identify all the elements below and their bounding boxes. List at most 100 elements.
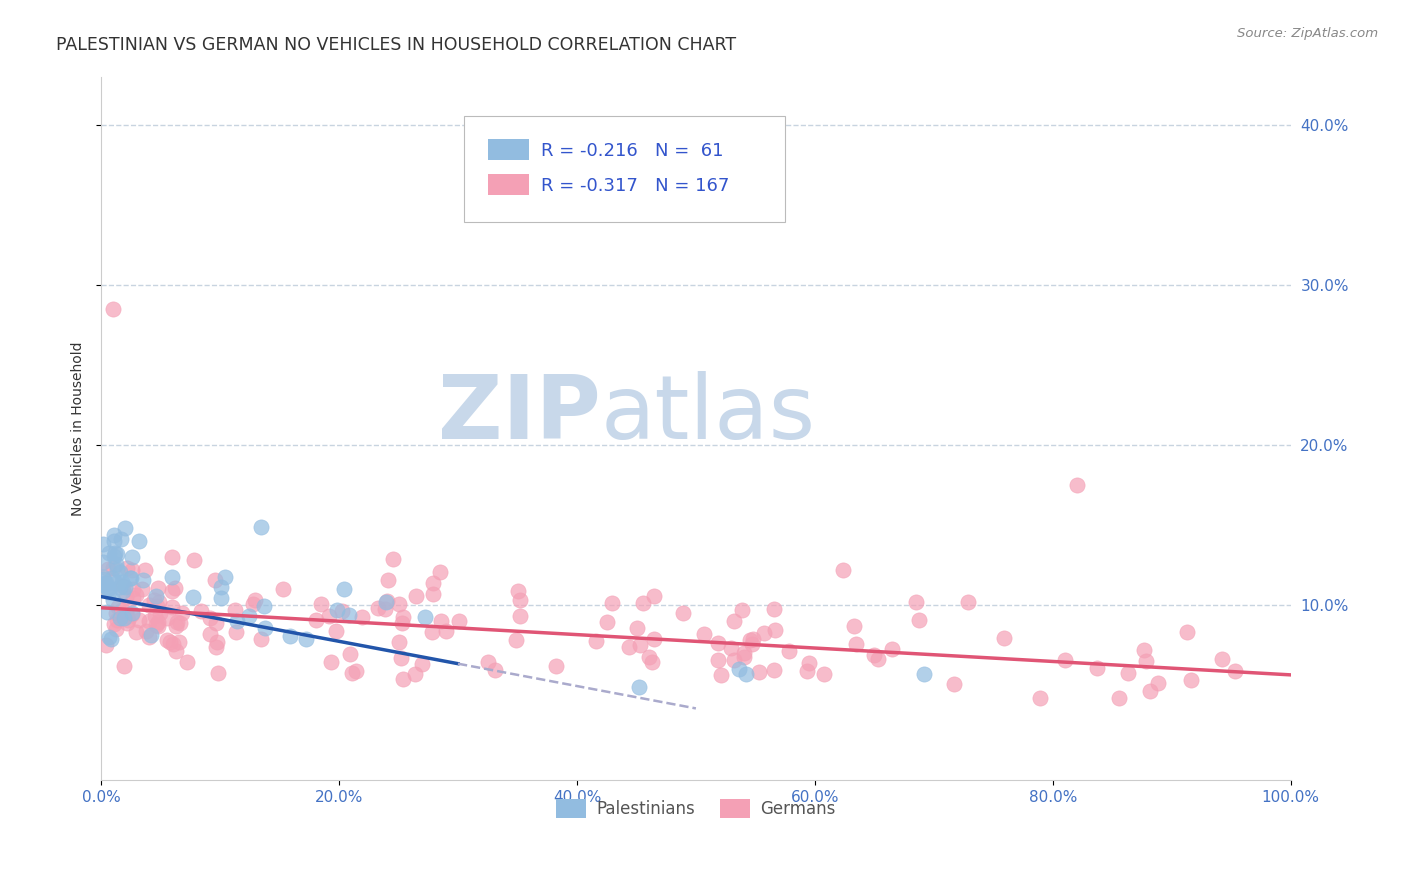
Point bbox=[723, 614, 745, 628]
Point bbox=[943, 677, 966, 691]
Point bbox=[214, 570, 236, 584]
Point bbox=[631, 596, 654, 610]
Point bbox=[908, 613, 931, 627]
Point bbox=[340, 665, 363, 680]
Point bbox=[167, 634, 190, 648]
Point bbox=[727, 662, 749, 676]
Point bbox=[101, 561, 124, 575]
Point bbox=[181, 590, 204, 604]
Point bbox=[245, 593, 267, 607]
Point bbox=[138, 614, 160, 628]
Point bbox=[253, 599, 276, 613]
Point bbox=[321, 656, 343, 670]
Point bbox=[110, 533, 132, 547]
Point bbox=[411, 657, 433, 672]
Point bbox=[94, 576, 117, 591]
Point bbox=[880, 642, 903, 657]
Point bbox=[375, 595, 398, 609]
Point bbox=[112, 610, 135, 624]
Point bbox=[166, 615, 188, 630]
Point bbox=[162, 550, 184, 565]
Point bbox=[112, 658, 135, 673]
Point bbox=[326, 602, 349, 616]
Point bbox=[142, 593, 165, 607]
Point bbox=[103, 534, 125, 549]
Point bbox=[131, 582, 153, 596]
FancyBboxPatch shape bbox=[488, 138, 530, 160]
Point bbox=[250, 520, 273, 534]
Point bbox=[104, 606, 127, 620]
Point bbox=[125, 588, 148, 602]
Point bbox=[1053, 653, 1076, 667]
Point bbox=[430, 614, 453, 628]
Point bbox=[209, 591, 232, 605]
Point bbox=[101, 570, 124, 584]
Point bbox=[146, 615, 169, 629]
Point bbox=[205, 635, 228, 649]
FancyBboxPatch shape bbox=[464, 116, 785, 221]
Point bbox=[637, 650, 659, 665]
Point bbox=[1118, 665, 1140, 680]
Point bbox=[325, 624, 347, 638]
Point bbox=[710, 668, 733, 682]
Point bbox=[114, 580, 136, 594]
Point bbox=[97, 631, 120, 645]
Point bbox=[242, 597, 264, 611]
Point bbox=[111, 583, 134, 598]
Point bbox=[224, 602, 246, 616]
Point bbox=[139, 627, 162, 641]
Point bbox=[912, 667, 935, 681]
Text: R = -0.317   N = 167: R = -0.317 N = 167 bbox=[541, 178, 730, 195]
Point bbox=[741, 637, 763, 651]
Point bbox=[391, 616, 413, 631]
Point bbox=[91, 555, 114, 569]
Point bbox=[367, 600, 389, 615]
Point bbox=[1085, 660, 1108, 674]
Point bbox=[98, 585, 121, 599]
Point bbox=[993, 631, 1015, 645]
Point bbox=[207, 666, 229, 681]
Point bbox=[330, 604, 353, 618]
Point bbox=[97, 582, 120, 596]
Point bbox=[627, 680, 650, 694]
Point bbox=[434, 624, 457, 638]
Point bbox=[209, 580, 232, 594]
Point bbox=[693, 626, 716, 640]
Point bbox=[111, 575, 134, 590]
Point bbox=[238, 609, 260, 624]
Point bbox=[165, 644, 187, 658]
Point bbox=[162, 637, 184, 651]
Point bbox=[733, 646, 755, 660]
Point bbox=[863, 648, 886, 662]
Point bbox=[388, 597, 411, 611]
Point bbox=[176, 655, 198, 669]
Point bbox=[198, 627, 221, 641]
Point bbox=[225, 625, 247, 640]
Point bbox=[125, 625, 148, 640]
Point bbox=[117, 560, 139, 574]
Point bbox=[626, 621, 648, 635]
Point bbox=[1180, 673, 1202, 688]
Point bbox=[105, 557, 128, 571]
Point bbox=[509, 609, 531, 624]
Point bbox=[145, 617, 167, 632]
Point bbox=[546, 658, 568, 673]
Point bbox=[422, 576, 444, 591]
Point bbox=[100, 632, 122, 647]
Point bbox=[205, 616, 228, 631]
Point bbox=[844, 619, 866, 633]
Point bbox=[115, 605, 138, 619]
Point bbox=[107, 600, 129, 615]
Point bbox=[374, 602, 396, 616]
Point bbox=[148, 594, 170, 608]
Point bbox=[271, 582, 294, 596]
Point bbox=[169, 616, 191, 631]
Point bbox=[117, 608, 139, 623]
Point bbox=[165, 619, 187, 633]
Point bbox=[422, 587, 444, 601]
Point bbox=[143, 609, 166, 624]
Point bbox=[104, 546, 127, 560]
Point bbox=[405, 590, 427, 604]
Point bbox=[183, 553, 205, 567]
Point bbox=[146, 582, 169, 596]
